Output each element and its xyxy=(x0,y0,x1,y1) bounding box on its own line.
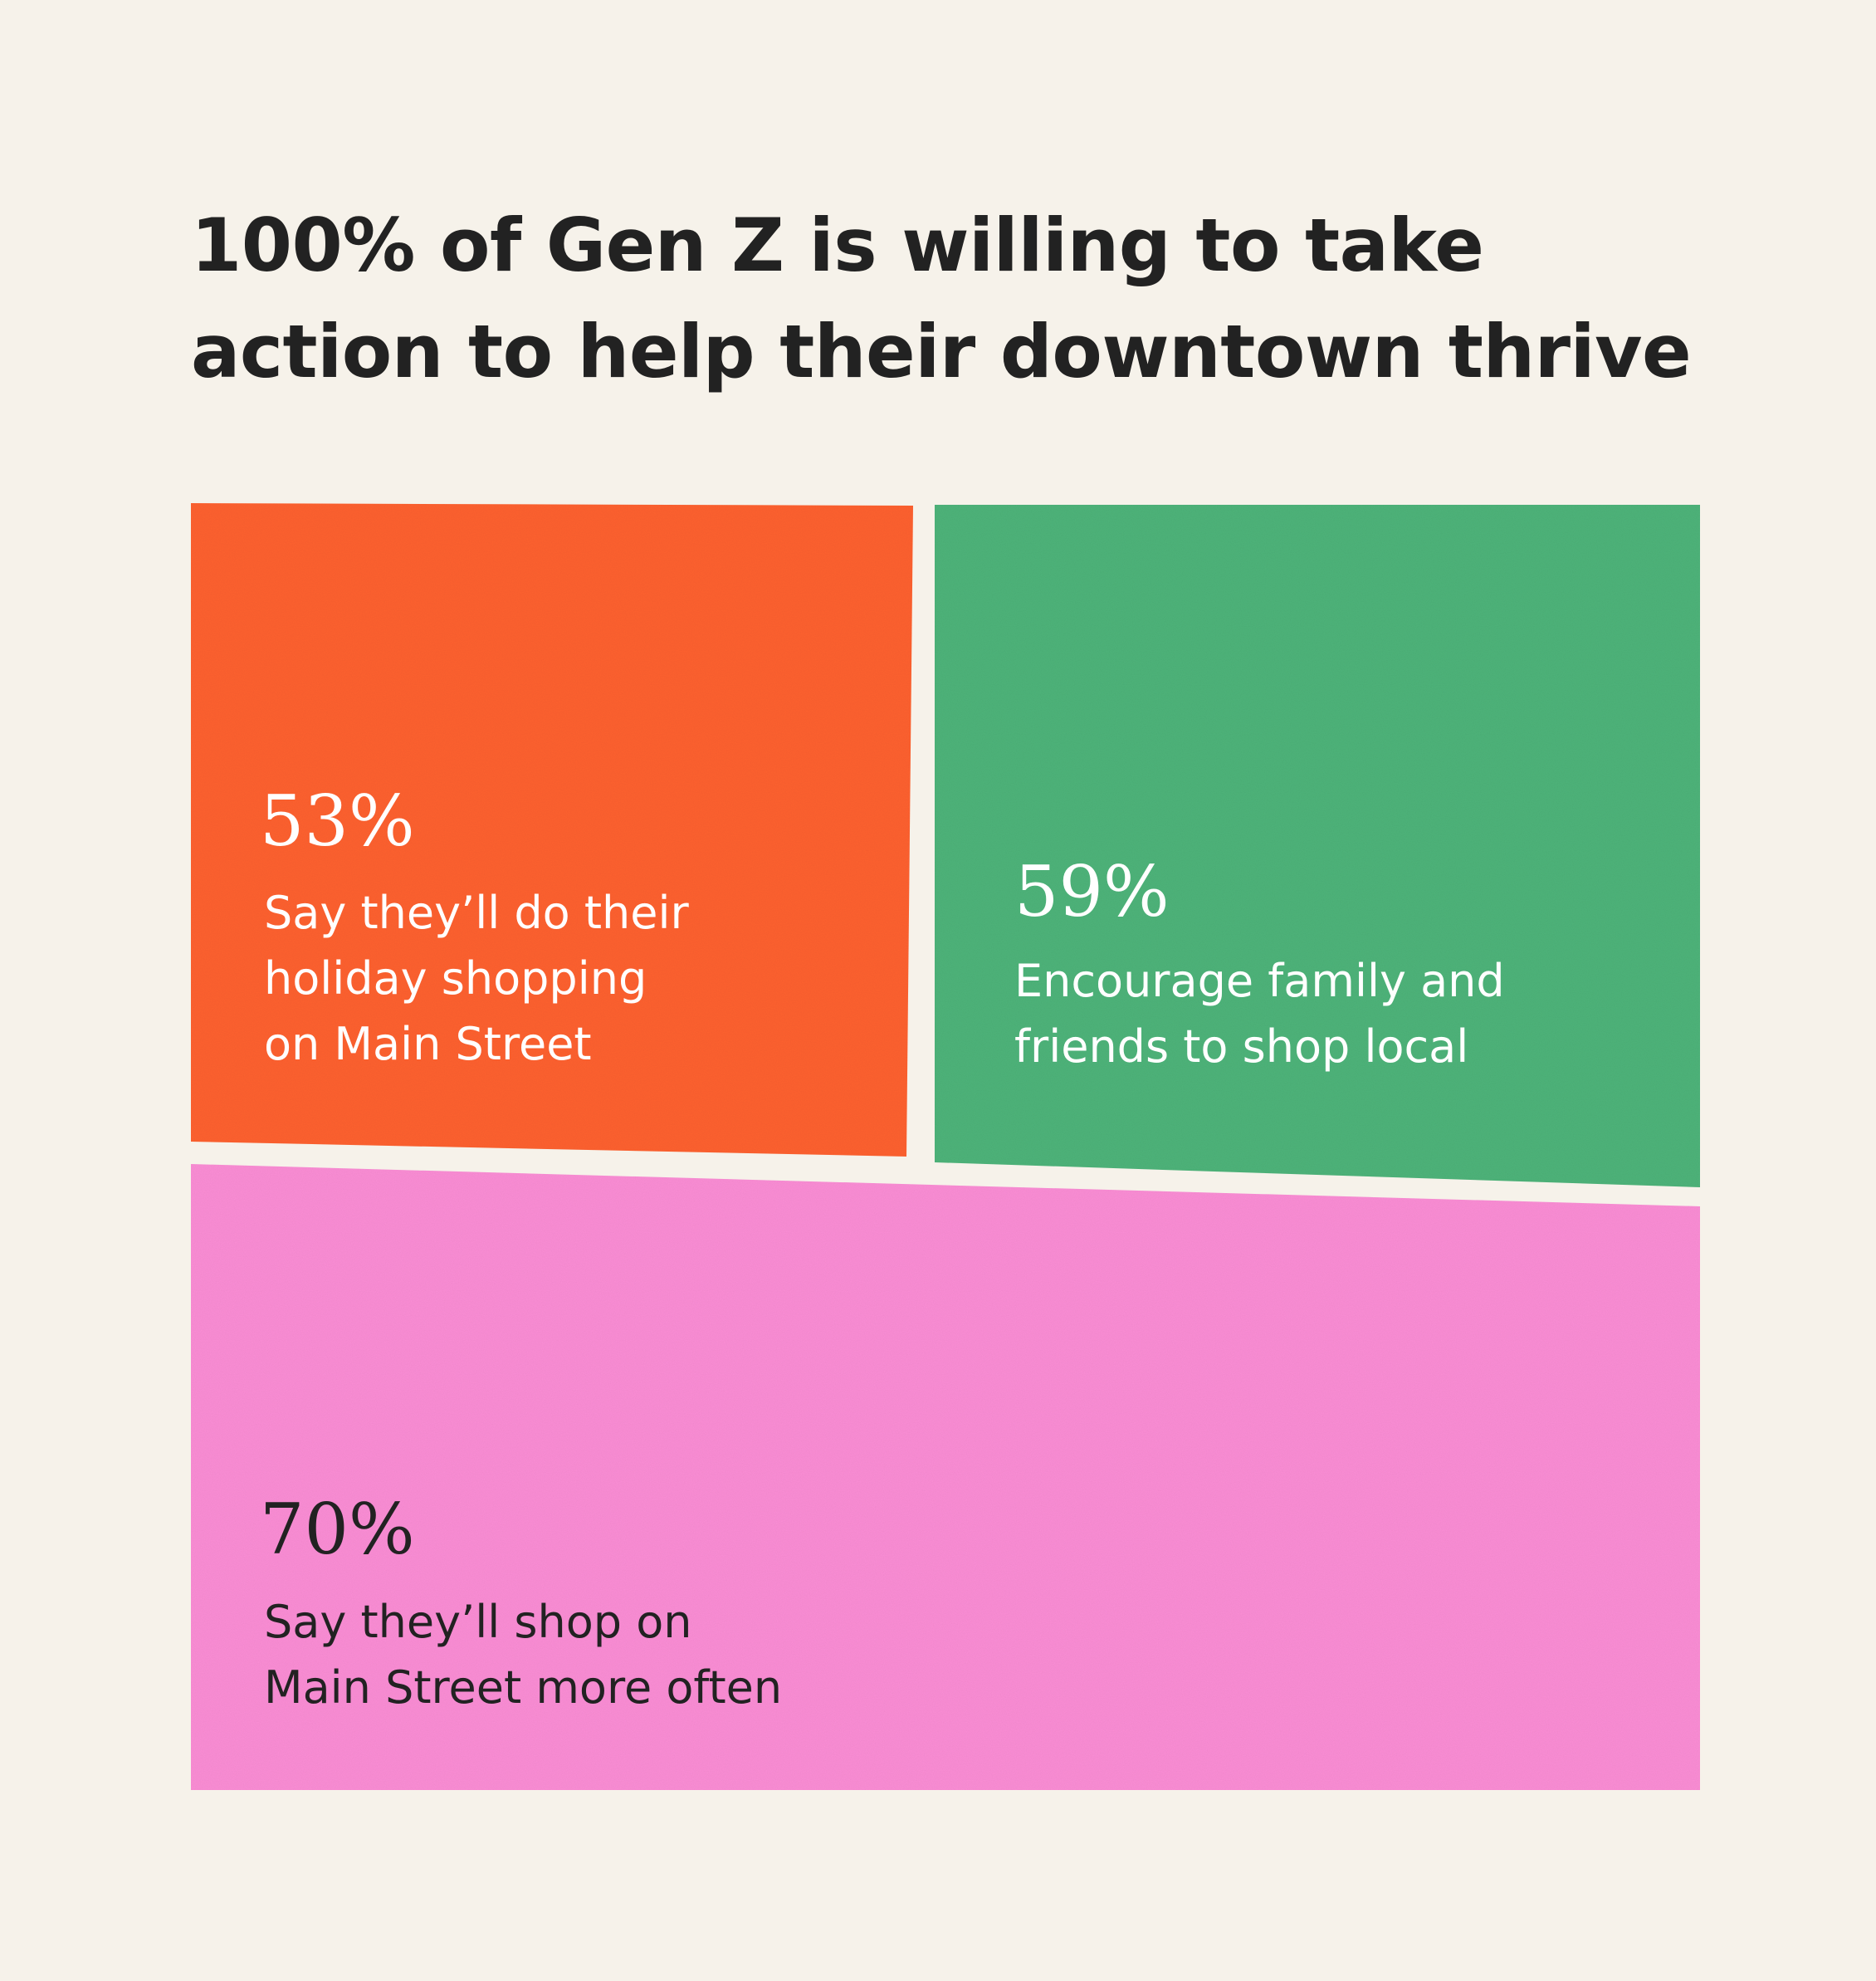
tile-53-percent xyxy=(191,503,913,1157)
tile-59-percent-description-line: Encourage family and xyxy=(1014,955,1505,1007)
tile-53-percent-description-line: Say they’ll do their xyxy=(264,887,690,939)
tile-59-percent xyxy=(935,505,1700,1187)
tile-70-percent xyxy=(191,1164,1700,1790)
chart-title-line-2: action to help their downtown thrive xyxy=(191,309,1692,394)
tile-53-percent-description-line: on Main Street xyxy=(264,1018,592,1070)
tile-53-percent-description-line: holiday shopping xyxy=(264,952,647,1005)
tile-70-percent-value-label: 70% xyxy=(260,1489,415,1570)
tile-59-percent-value-label: 59% xyxy=(1014,851,1170,932)
treemap-labels: 53% Say they’ll do their holiday shopping o… xyxy=(260,780,1505,1714)
tile-59-percent-description-line: friends to shop local xyxy=(1014,1020,1468,1073)
tile-53-percent-value-label: 53% xyxy=(260,780,415,862)
chart-title-line-1: 100% of Gen Z is willing to take xyxy=(191,203,1484,288)
tile-70-percent-description-line: Say they’ll shop on xyxy=(264,1596,692,1648)
chart-title: 100% of Gen Z is willing to take action … xyxy=(191,193,1751,405)
treemap-tiles xyxy=(191,503,1700,1790)
tile-70-percent-description-line: Main Street more often xyxy=(264,1661,782,1714)
